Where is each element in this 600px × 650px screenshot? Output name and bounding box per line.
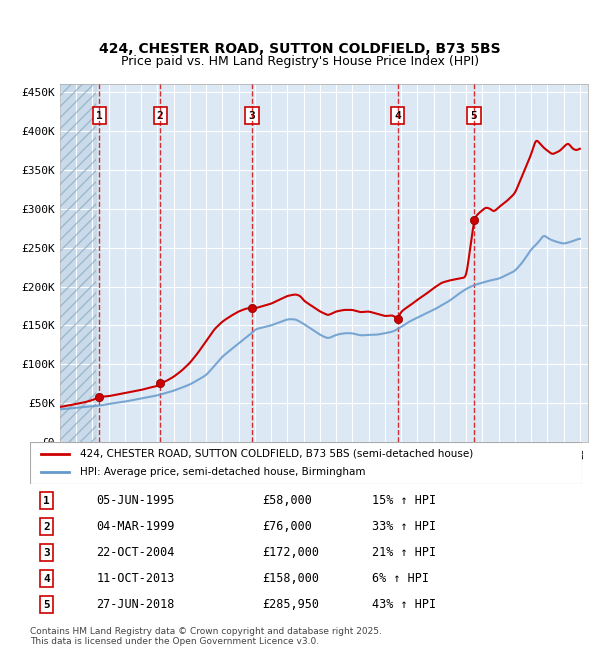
Text: 2: 2	[157, 111, 164, 121]
Text: 5: 5	[43, 599, 50, 610]
Text: £285,950: £285,950	[262, 598, 319, 611]
Text: 424, CHESTER ROAD, SUTTON COLDFIELD, B73 5BS: 424, CHESTER ROAD, SUTTON COLDFIELD, B73…	[99, 42, 501, 56]
Text: £58,000: £58,000	[262, 494, 312, 507]
Text: 1: 1	[96, 111, 103, 121]
Text: 04-MAR-1999: 04-MAR-1999	[96, 520, 175, 533]
Text: 33% ↑ HPI: 33% ↑ HPI	[372, 520, 436, 533]
Text: 11-OCT-2013: 11-OCT-2013	[96, 572, 175, 585]
Bar	[60, 84, 96, 442]
Text: HPI: Average price, semi-detached house, Birmingham: HPI: Average price, semi-detached house,…	[80, 467, 365, 477]
Text: £76,000: £76,000	[262, 520, 312, 533]
Bar	[60, 84, 96, 442]
Text: 424, CHESTER ROAD, SUTTON COLDFIELD, B73 5BS (semi-detached house): 424, CHESTER ROAD, SUTTON COLDFIELD, B73…	[80, 449, 473, 459]
Text: This data is licensed under the Open Government Licence v3.0.: This data is licensed under the Open Gov…	[30, 636, 319, 645]
Text: 3: 3	[43, 547, 50, 558]
Text: 05-JUN-1995: 05-JUN-1995	[96, 494, 175, 507]
Text: 4: 4	[394, 111, 401, 121]
Text: 43% ↑ HPI: 43% ↑ HPI	[372, 598, 436, 611]
Text: 4: 4	[43, 573, 50, 584]
Text: 1: 1	[43, 495, 50, 506]
Text: 6% ↑ HPI: 6% ↑ HPI	[372, 572, 429, 585]
Text: 3: 3	[248, 111, 255, 121]
Text: £172,000: £172,000	[262, 546, 319, 559]
Text: 15% ↑ HPI: 15% ↑ HPI	[372, 494, 436, 507]
Text: 2: 2	[43, 521, 50, 532]
Text: 21% ↑ HPI: 21% ↑ HPI	[372, 546, 436, 559]
Text: 5: 5	[471, 111, 478, 121]
Text: £158,000: £158,000	[262, 572, 319, 585]
Text: Contains HM Land Registry data © Crown copyright and database right 2025.: Contains HM Land Registry data © Crown c…	[30, 627, 382, 636]
Text: Price paid vs. HM Land Registry's House Price Index (HPI): Price paid vs. HM Land Registry's House …	[121, 55, 479, 68]
Text: 27-JUN-2018: 27-JUN-2018	[96, 598, 175, 611]
Text: 22-OCT-2004: 22-OCT-2004	[96, 546, 175, 559]
FancyBboxPatch shape	[30, 442, 582, 484]
